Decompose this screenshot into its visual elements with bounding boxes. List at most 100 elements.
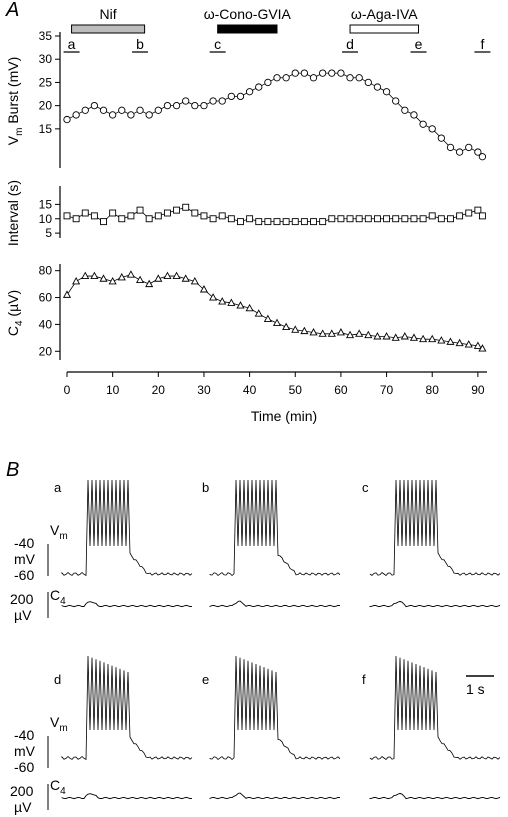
data-point: [309, 74, 318, 82]
data-point: [336, 328, 345, 336]
vm-trace: [61, 479, 193, 577]
data-point: [218, 297, 227, 305]
data-point: [236, 92, 245, 101]
data-point: [383, 215, 391, 223]
y-axis-label: Vm Burst (mV): [5, 57, 25, 145]
data-point: [255, 83, 263, 91]
vm-trace: [369, 479, 501, 577]
data-point: [191, 101, 199, 110]
y-axis-label: C4 (µV): [5, 290, 25, 336]
data-point: [199, 285, 209, 293]
trace-letter: c: [362, 480, 369, 495]
time-scale-label: 1 s: [466, 681, 485, 697]
data-point: [227, 298, 236, 306]
vm-scale-top: -40: [14, 535, 34, 551]
data-point: [163, 209, 171, 217]
c4-trace: [61, 793, 193, 800]
data-point: [99, 274, 108, 282]
data-point: [300, 326, 309, 335]
data-point: [81, 209, 89, 217]
trace-cell-c: c: [362, 479, 501, 608]
trace-cell-f: f: [362, 655, 501, 800]
c4-scale-unit: µV: [14, 799, 32, 815]
data-point: [237, 218, 244, 226]
panel-b-label: B: [6, 459, 19, 481]
data-point: [282, 218, 290, 226]
data-point: [181, 274, 190, 282]
scatter-panel-1: 15 20 25 30 35 Vm Burst (mV): [5, 29, 487, 168]
data-point: [200, 212, 208, 220]
drug-bar: [349, 24, 420, 34]
c4-trace: [369, 600, 501, 608]
trace-letter: e: [202, 672, 209, 687]
data-point: [310, 218, 317, 226]
timepoint-label: b: [136, 36, 144, 52]
data-point: [328, 215, 336, 223]
data-point: [145, 111, 153, 119]
vm-scale-bottom: -60: [14, 567, 34, 583]
data-point: [254, 309, 263, 317]
data-point: [291, 218, 299, 226]
data-point: [401, 106, 409, 114]
y-tick-label: 15: [39, 122, 53, 136]
data-point: [410, 111, 418, 119]
data-point: [245, 303, 254, 312]
data-point: [419, 215, 427, 223]
y-tick-label: 25: [39, 75, 53, 89]
data-point: [364, 78, 372, 87]
data-point: [173, 206, 181, 214]
data-point: [355, 215, 363, 223]
drug-bars: Nif ω-Cono-GVIA ω-Aga-IVA: [71, 6, 420, 34]
scatter-panel-3: 20 40 60 80 C4 (µV): [5, 264, 487, 360]
c4-trace: [369, 792, 501, 800]
x-tick-label: 40: [243, 383, 257, 397]
data-point: [392, 97, 400, 105]
trace-cell-b: b: [202, 479, 341, 608]
data-point: [246, 215, 254, 223]
data-point: [145, 279, 154, 288]
data-point: [172, 101, 181, 110]
data-point: [437, 134, 445, 142]
vm-trace: [61, 655, 193, 761]
data-point: [209, 215, 217, 223]
data-point: [391, 333, 400, 341]
data-point: [474, 148, 482, 156]
data-point: [346, 74, 354, 82]
data-point: [63, 115, 71, 124]
data-point: [90, 212, 98, 220]
panel-a-label: A: [5, 0, 19, 21]
data-point: [81, 106, 89, 114]
drug-bar-group: Nif: [71, 6, 146, 34]
data-point: [209, 97, 217, 105]
trace-cell-a: a: [54, 479, 193, 608]
data-point: [72, 111, 80, 119]
vm-scale-unit: mV: [14, 743, 36, 759]
data-point: [227, 215, 235, 223]
data-point: [419, 334, 428, 343]
trace-letter: f: [362, 672, 366, 687]
data-point: [90, 271, 99, 280]
data-point: [209, 293, 218, 301]
data-point: [182, 97, 190, 105]
data-point: [136, 106, 144, 114]
data-point: [364, 215, 372, 223]
vm-trace: [369, 655, 501, 761]
trace-letter: d: [54, 672, 61, 687]
data-point: [218, 212, 226, 220]
drug-label: ω-Aga-IVA: [351, 6, 418, 22]
data-point: [236, 301, 245, 309]
data-point: [109, 209, 117, 217]
drug-bar: [217, 24, 278, 34]
x-tick-label: 60: [334, 383, 348, 397]
data-point: [318, 329, 327, 337]
vm-scale-unit: mV: [14, 551, 36, 567]
x-tick-label: 0: [64, 383, 71, 397]
data-point: [218, 97, 226, 105]
data-point: [291, 69, 299, 77]
data-point: [245, 88, 254, 96]
data-point: [191, 209, 199, 217]
data-point: [401, 215, 409, 223]
y-tick-label: 5: [45, 226, 52, 240]
